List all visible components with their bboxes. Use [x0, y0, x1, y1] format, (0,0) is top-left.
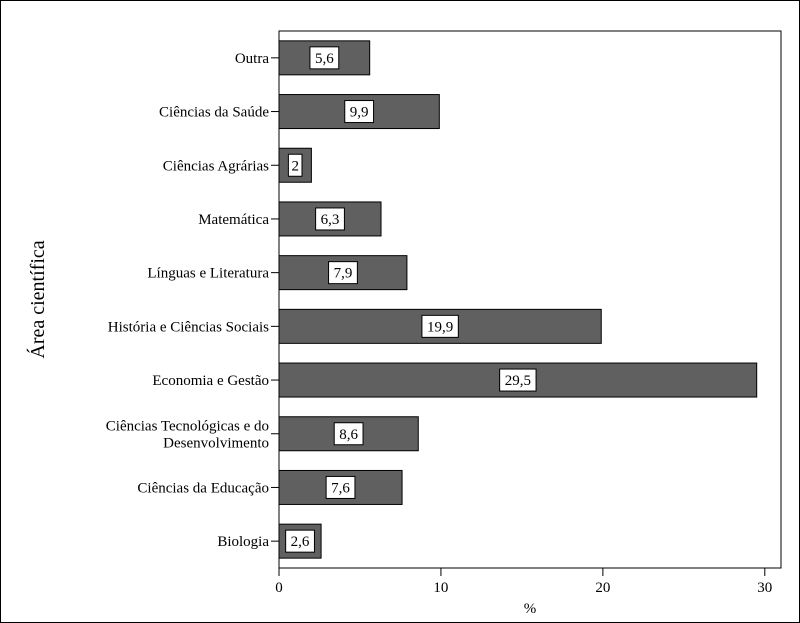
category-label-line: Biologia: [217, 534, 269, 550]
x-tick-label: 10: [433, 580, 448, 596]
category-label-line: Línguas e Literatura: [147, 266, 269, 282]
category-label-line: Ciências Agrárias: [163, 158, 269, 174]
category-label-line: História e Ciências Sociais: [108, 319, 269, 335]
data-label-box: [315, 207, 345, 231]
x-ticks-layer: 0 10 20 30: [275, 568, 772, 596]
category-label-line: Ciências Tecnológicas e do: [106, 418, 269, 434]
data-label: 29,5: [505, 373, 531, 389]
category-label: Ciências Agrárias: [163, 158, 269, 174]
plot-frame: [278, 30, 782, 569]
category-label-line: Desenvolvimento: [163, 435, 269, 451]
data-labels-layer: 2,6 7,6 8,6 29,5 19,9 7,9 6,3 2 9,9 5,6: [285, 46, 537, 553]
axes-layer: [271, 30, 782, 569]
data-label: 6,3: [321, 212, 340, 228]
category-label: Outra: [235, 51, 269, 67]
category-label-line: Economia e Gestão: [152, 373, 269, 389]
category-label-line: Outra: [235, 51, 269, 67]
category-label: Ciências da Saúde: [159, 105, 269, 121]
data-label-box: [421, 314, 459, 338]
data-label-box: [287, 153, 303, 177]
data-label: 7,9: [334, 266, 353, 282]
y-axis-title: Área científica: [26, 240, 49, 358]
data-label-box: [309, 46, 340, 70]
x-axis-title: %: [524, 601, 537, 617]
data-label-box: [499, 368, 537, 392]
data-label-box: [285, 529, 315, 553]
data-label: 8,6: [339, 427, 358, 443]
data-label: 9,9: [350, 105, 369, 121]
category-label: Línguas e Literatura: [147, 266, 269, 282]
data-label-box: [328, 261, 358, 285]
category-label: Ciências da Educação: [137, 480, 269, 496]
data-label-box: [325, 475, 356, 499]
x-tick-label: 0: [275, 580, 283, 596]
category-label: Matemática: [198, 212, 269, 228]
category-labels-layer: Biologia Ciências da Educação Ciências Tec…: [106, 51, 270, 550]
category-label: História e Ciências Sociais: [108, 319, 269, 335]
category-label: Ciências Tecnológicas e do Desenvolviment…: [106, 418, 269, 451]
category-label-line: Matemática: [198, 212, 269, 228]
data-label: 7,6: [331, 480, 350, 496]
category-label-line: Ciências da Saúde: [159, 105, 269, 121]
category-label: Economia e Gestão: [152, 373, 269, 389]
data-label: 19,9: [427, 319, 453, 335]
x-tick-label: 30: [757, 580, 772, 596]
x-tick-label: 20: [595, 580, 610, 596]
category-label: Biologia: [217, 534, 269, 550]
data-label: 5,6: [315, 51, 334, 67]
data-label-box: [344, 100, 375, 124]
category-label-line: Ciências da Educação: [137, 480, 269, 496]
data-label: 2: [291, 158, 299, 174]
data-label-box: [333, 422, 364, 446]
data-label: 2,6: [291, 534, 310, 550]
